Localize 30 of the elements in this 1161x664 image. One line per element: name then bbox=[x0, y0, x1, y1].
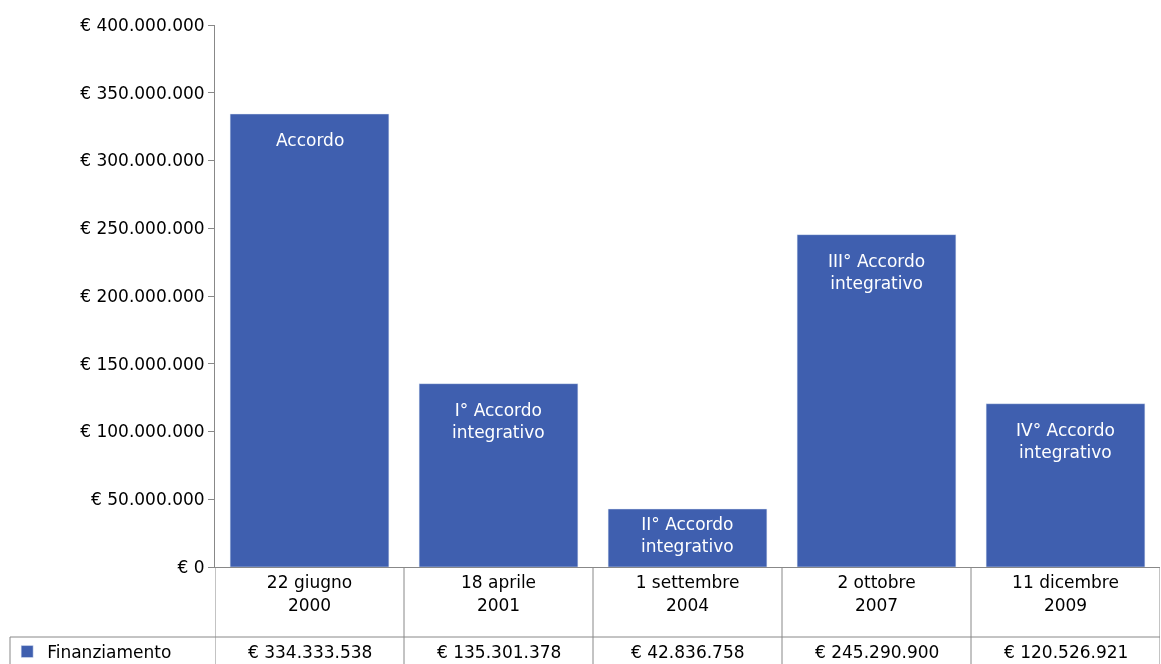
y-tick-label: € 400.000.000 bbox=[80, 14, 205, 35]
annotation: IV° Accordo integrativo bbox=[1016, 420, 1115, 463]
y-tick-label: € 350.000.000 bbox=[80, 82, 205, 103]
annotation: Accordo bbox=[276, 130, 345, 150]
y-tick-label: € 0 bbox=[177, 556, 205, 577]
x-tick-label: 18 aprile 2001 bbox=[460, 572, 537, 615]
x-tick-label: 1 settembre 2004 bbox=[635, 572, 740, 615]
data-label: € 135.301.378 bbox=[437, 642, 562, 662]
legend-label: Finanziamento bbox=[47, 642, 172, 663]
data-label: € 245.290.900 bbox=[815, 642, 940, 662]
y-tick-label: € 50.000.000 bbox=[91, 489, 205, 510]
x-tick-label: 11 dicembre 2009 bbox=[1012, 572, 1119, 615]
annotation: II° Accordo integrativo bbox=[641, 514, 734, 557]
data-label: € 334.333.538 bbox=[248, 642, 373, 662]
y-tick-label: € 100.000.000 bbox=[80, 421, 205, 442]
y-tick-label: € 200.000.000 bbox=[80, 285, 205, 306]
x-tick-label: 2 ottobre 2007 bbox=[837, 572, 916, 615]
bar bbox=[607, 508, 768, 567]
data-label: € 120.526.921 bbox=[1004, 642, 1129, 662]
y-tick-label: € 150.000.000 bbox=[80, 353, 205, 374]
bar bbox=[985, 403, 1146, 567]
bar bbox=[796, 234, 957, 567]
annotation: I° Accordo integrativo bbox=[452, 400, 545, 443]
y-tick-label: € 300.000.000 bbox=[80, 150, 205, 171]
annotation: III° Accordo integrativo bbox=[828, 251, 926, 294]
bar bbox=[229, 113, 390, 567]
data-label: € 42.836.758 bbox=[631, 642, 745, 662]
bar bbox=[418, 383, 579, 567]
y-tick-label: € 250.000.000 bbox=[80, 218, 205, 239]
x-tick-label: 22 giugno 2000 bbox=[266, 572, 353, 615]
